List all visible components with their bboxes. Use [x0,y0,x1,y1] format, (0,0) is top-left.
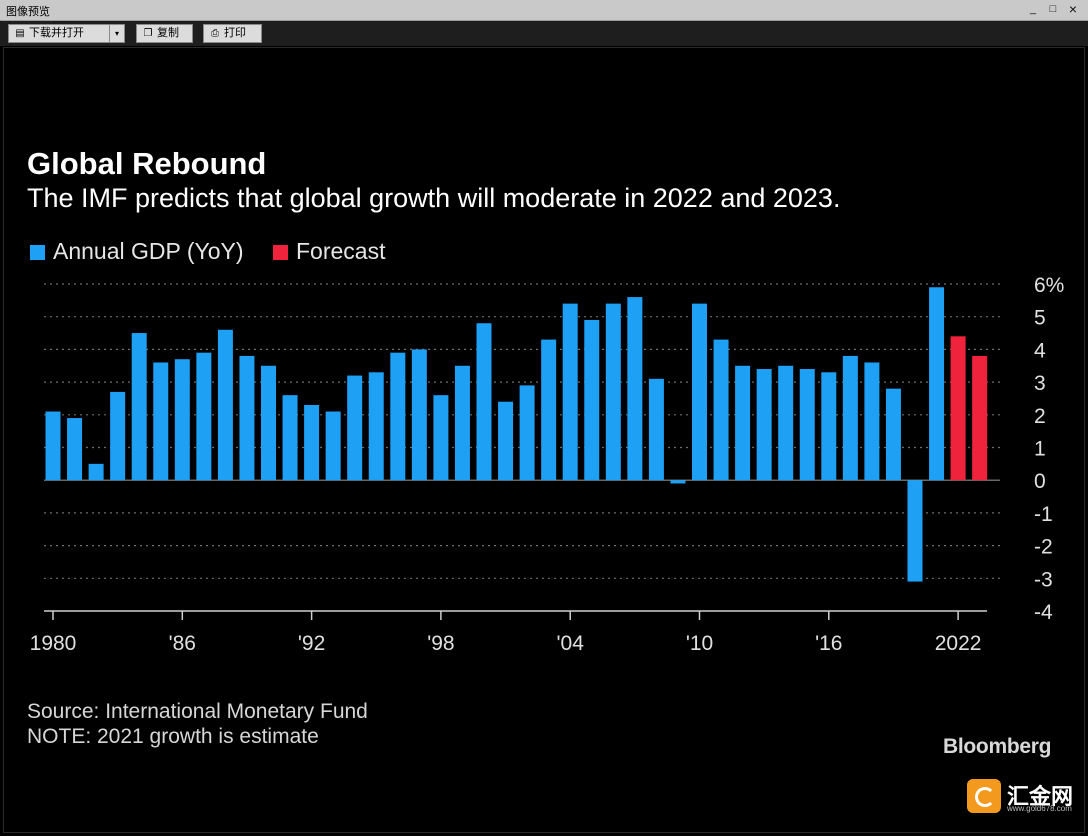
gdp-bar [907,480,923,582]
gdp-bar [131,333,147,481]
gdp-bar [692,303,707,481]
y-tick-label: -3 [1034,568,1053,591]
forecast-bar [950,336,966,481]
gdp-bar [627,297,643,481]
gdp-bar [282,395,298,481]
legend-swatch-red [273,245,288,260]
legend-item-forecast: Forecast [273,238,385,265]
watermark-text: 汇金网 [1007,784,1074,809]
gdp-bar [713,339,729,481]
print-label: 打印 [224,27,246,39]
gdp-bar [304,404,320,481]
x-tick-label: 2022 [935,632,982,655]
forecast-bar [972,355,988,481]
source-note: Source: International Monetary Fund [27,700,368,723]
estimate-note: NOTE: 2021 growth is estimate [27,725,319,748]
gdp-bar [821,372,837,481]
gdp-bar [45,411,61,481]
y-tick-label: 3 [1034,372,1046,395]
copy-button[interactable]: ❐ 复制 [136,24,193,43]
print-button[interactable]: ⎙ 打印 [203,24,262,43]
bloomberg-logo: Bloomberg [943,735,1052,758]
x-tick-label: '92 [298,632,325,655]
toolbar: ▤ 下载并打开 ▾ ❐ 复制 ⎙ 打印 [0,21,1088,46]
gdp-bar [584,319,600,481]
y-tick-label: -2 [1034,536,1053,559]
x-tick-label: '86 [169,632,196,655]
window-titlebar: 图像预览 _ □ × [0,0,1088,21]
gdp-bar [261,365,276,481]
gdp-bar [519,385,535,481]
gdp-bar [756,369,772,481]
watermark: 汇金网 www.gold678.com [967,777,1082,817]
gdp-bar [541,339,557,481]
x-tick-label: '10 [686,632,713,655]
gdp-bar [217,329,233,481]
download-dropdown-button[interactable]: ▾ [109,24,125,43]
y-tick-label: 2 [1034,405,1046,428]
legend-swatch-blue [30,245,45,260]
gdp-bar [347,375,363,481]
y-tick-label: 0 [1034,470,1046,493]
gdp-bar [562,303,578,481]
copy-icon: ❐ [143,28,153,39]
gdp-bar [864,362,880,481]
y-tick-label: -4 [1034,601,1053,624]
gdp-bar [153,362,169,481]
chart-title: Global Rebound [27,146,267,181]
gdp-bar [411,349,427,481]
legend-label-annual-gdp: Annual GDP (YoY) [53,238,244,264]
gdp-bar [498,401,514,481]
gdp-bar [670,480,686,484]
watermark-url: www.gold678.com [1007,804,1072,813]
maximize-button[interactable]: □ [1049,3,1057,15]
gdp-bar [433,395,449,481]
gdp-bar [929,287,945,481]
x-tick-label: '16 [815,632,842,655]
y-tick-label: 5 [1034,307,1046,330]
gdp-bar [885,388,901,481]
gdp-bar [110,391,126,481]
y-tick-label: 1 [1034,438,1046,461]
y-tick-label: 6% [1034,274,1064,297]
gdp-bar [735,365,751,481]
gdp-bar [67,418,83,481]
gdp-bar [174,359,190,481]
gdp-bar [88,463,104,481]
download-open-button[interactable]: ▤ 下载并打开 [8,24,115,43]
legend-label-forecast: Forecast [296,238,386,264]
gdp-bar [368,372,384,481]
gdp-bar [648,378,664,481]
gdp-bar [476,323,492,481]
gdp-bar [454,365,470,481]
gdp-bar [239,355,255,481]
y-tick-label: 4 [1034,339,1046,362]
gdp-bar [196,352,212,481]
gold678-logo-icon [967,779,1001,813]
gdp-bar [799,369,815,481]
x-tick-label: 1980 [30,632,77,655]
x-tick-label: '04 [557,632,585,655]
legend-item-annual-gdp: Annual GDP (YoY) [30,238,244,265]
close-button[interactable]: × [1068,1,1078,17]
x-tick-label: '98 [427,632,454,655]
window-title: 图像预览 [6,6,50,18]
gdp-bar [605,303,621,481]
y-tick-label: -1 [1034,503,1053,526]
gdp-bar [778,365,794,481]
printer-icon: ⎙ [211,28,219,39]
gdp-bar [842,355,858,481]
gdp-bar [325,411,341,481]
chart-subtitle: The IMF predicts that global growth will… [27,183,841,213]
copy-label: 复制 [157,27,179,39]
download-open-label: 下载并打开 [29,27,84,39]
gdp-bar [390,352,406,481]
minimize-button[interactable]: _ [1029,3,1037,15]
save-icon: ▤ [15,28,25,39]
